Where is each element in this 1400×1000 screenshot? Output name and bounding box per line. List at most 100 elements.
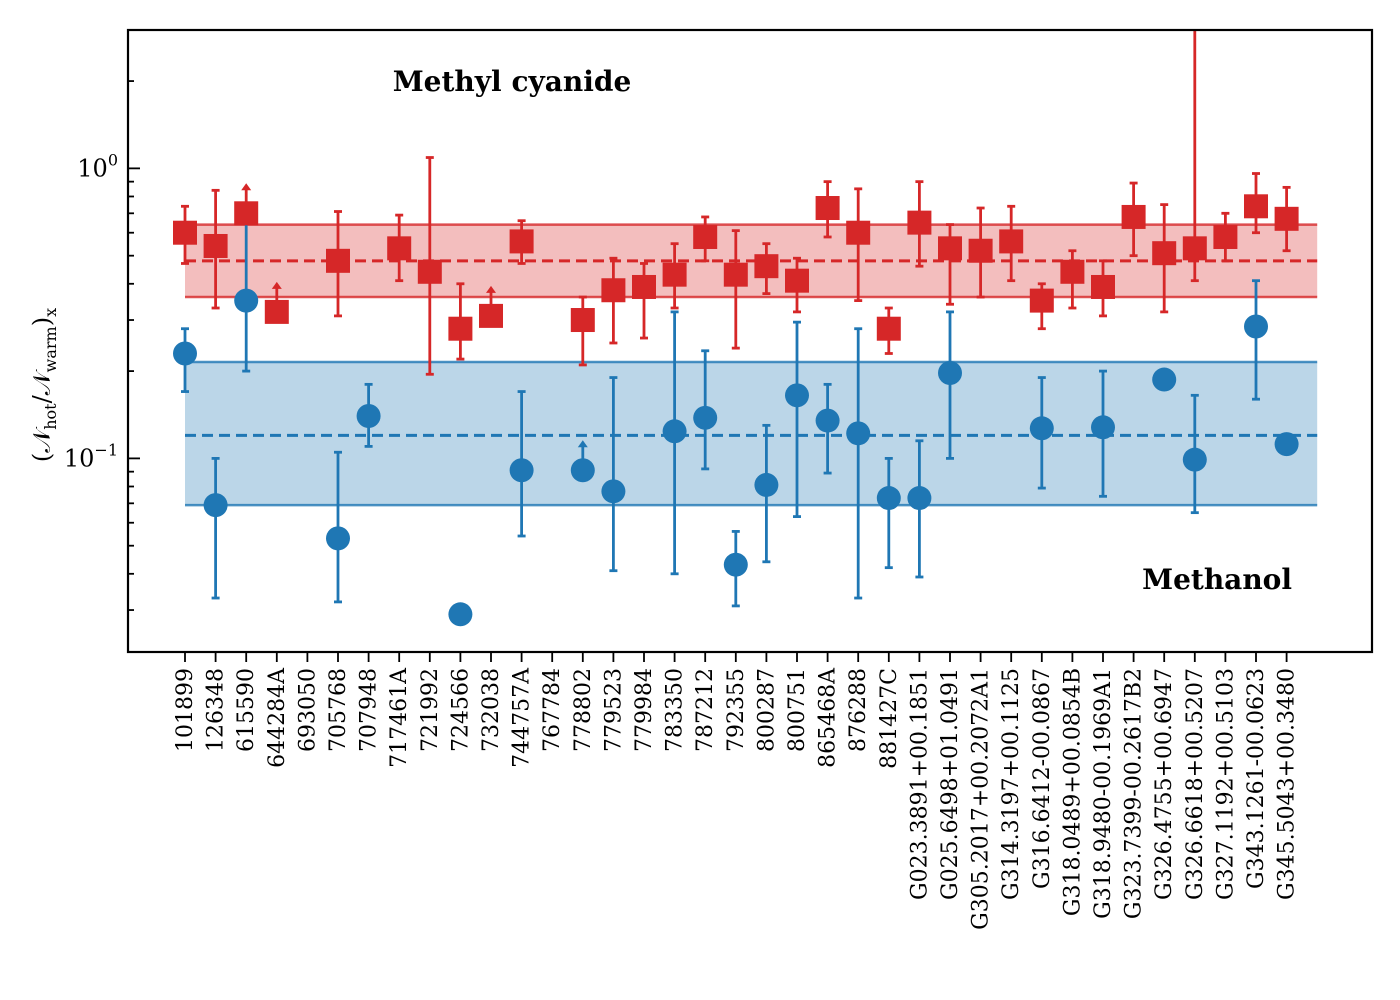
methanol-point [570,458,595,483]
range-bands [185,223,1318,507]
x-tick-label: 707948 [357,668,382,752]
x-tick-label: G318.0489+00.0854B [1060,668,1085,916]
ylabel-sub-x: x [41,308,60,317]
methanol-point [234,288,259,313]
methyl-cyanide-lower-limit-arrow [486,285,496,293]
x-tick-label: G327.1192+00.5103 [1213,668,1238,900]
methyl-cyanide-point [1182,236,1207,261]
x-tick-label: 865468A [816,667,841,768]
methanol-point [1274,432,1299,457]
methyl-cyanide-point [264,299,289,324]
x-tick-label: 732038 [479,668,504,752]
methanol-point [662,419,687,444]
x-tick-label: G343.1261-00.0623 [1244,668,1269,889]
data-markers [173,194,1299,627]
methyl-cyanide-point [509,229,534,254]
methyl-cyanide-point [1244,194,1268,219]
methyl-cyanide-lower-limit-arrow [271,281,282,289]
methyl-cyanide-point [1060,259,1085,284]
methanol-point [448,602,473,627]
y-tick-label: 10−1 [64,440,118,472]
methanol-point [846,421,871,446]
ylabel-close: ) [28,317,56,326]
methanol-point [1182,447,1207,472]
x-tick-label: G326.6618+00.5207 [1183,668,1208,900]
x-tick-label: 744757A [510,667,535,768]
y-axis-label: (𝒩hot/𝒩warm)x [28,308,60,462]
methyl-cyanide-point [1213,224,1238,249]
methanol-point [203,493,228,518]
methyl-cyanide-point [601,278,626,303]
x-tick-label: G023.3891+00.1851 [907,668,932,900]
methyl-cyanide-point [1091,274,1115,299]
x-tick-label: 724566 [448,668,473,752]
y-tick-exponent: 0 [108,150,118,169]
x-tick-label: 876288 [846,668,871,752]
x-tick-label: 126348 [204,668,229,752]
ylabel-sub-warm: warm [41,326,60,372]
y-tick-exponent: −1 [94,440,118,459]
methanol-point [509,458,534,483]
methyl-cyanide-point [785,268,809,293]
x-tick-label: 644284A [265,667,290,768]
y-tick-base: 10 [77,154,108,182]
x-tick-label: G326.4755+00.6947 [1152,668,1177,900]
x-tick-label: 705768 [326,668,351,752]
methanol-point [326,526,350,551]
ylabel-mid: /𝒩 [28,368,56,403]
x-tick-label: 783350 [663,668,688,752]
y-tick-label: 100 [77,150,118,182]
methyl-cyanide-point [479,303,503,328]
x-tick-label: 779984 [632,668,657,752]
methanol-point [356,404,381,429]
methyl-cyanide-point [1152,241,1177,266]
methyl-cyanide-lower-limit-arrow [241,183,252,191]
methanol-point [723,552,748,577]
methyl-cyanide-point [754,254,779,279]
methanol-point [754,472,779,497]
x-tick-label: 787212 [693,668,718,752]
methanol-point [693,405,718,430]
methyl-cyanide-point [999,229,1024,254]
x-tick-label: 881427C [877,668,902,769]
methanol-point [815,408,840,433]
x-tick-label: 717461A [387,667,412,768]
x-tick-label: G314.3197+00.1125 [999,668,1024,900]
y-tick-base: 10 [64,444,95,472]
methyl-cyanide-point [417,259,442,284]
x-tick-label: 615590 [234,668,259,752]
methanol-point [1244,314,1268,339]
plot-frame [126,28,1374,654]
methyl-cyanide-point [968,238,993,263]
methyl-cyanide-point [815,196,840,221]
methyl-cyanide-point [846,220,871,245]
methyl-cyanide-point [570,308,595,333]
methyl-cyanide-point [326,248,350,273]
methyl-cyanide-point [448,316,473,341]
methanol-point [1029,416,1054,441]
methanol-band [185,361,1318,506]
methanol-point [601,479,626,504]
annotation-methanol: Methanol [1142,563,1292,596]
x-tick-label: G316.6412-00.0867 [1030,668,1055,889]
x-tick-label: G318.9480-00.1969A1 [1091,668,1116,919]
x-tick-label: 800751 [785,668,810,752]
methyl-cyanide-point [907,210,932,235]
methanol-point [1152,367,1177,392]
methyl-cyanide-point [693,224,718,249]
methanol-point [938,360,962,385]
methanol-lower-limit-arrow [577,440,588,448]
x-tick-label: G025.6498+01.0491 [938,668,963,900]
x-tick-label: G323.7399-00.2617B2 [1122,668,1147,919]
methanol-point [173,341,197,366]
methyl-cyanide-point [662,262,687,287]
ylabel-sub-hot: hot [41,403,60,430]
methyl-cyanide-point [173,220,197,245]
x-tick-label: 693050 [295,668,320,752]
x-tick-label: 721992 [418,668,443,752]
methyl-cyanide-point [723,262,748,287]
x-axis: 101899 126348 615590 644284A 693050 705768 707… [173,652,1300,930]
methyl-cyanide-point [1121,204,1146,229]
x-tick-label: G305.2017+00.2072A1 [969,668,994,930]
